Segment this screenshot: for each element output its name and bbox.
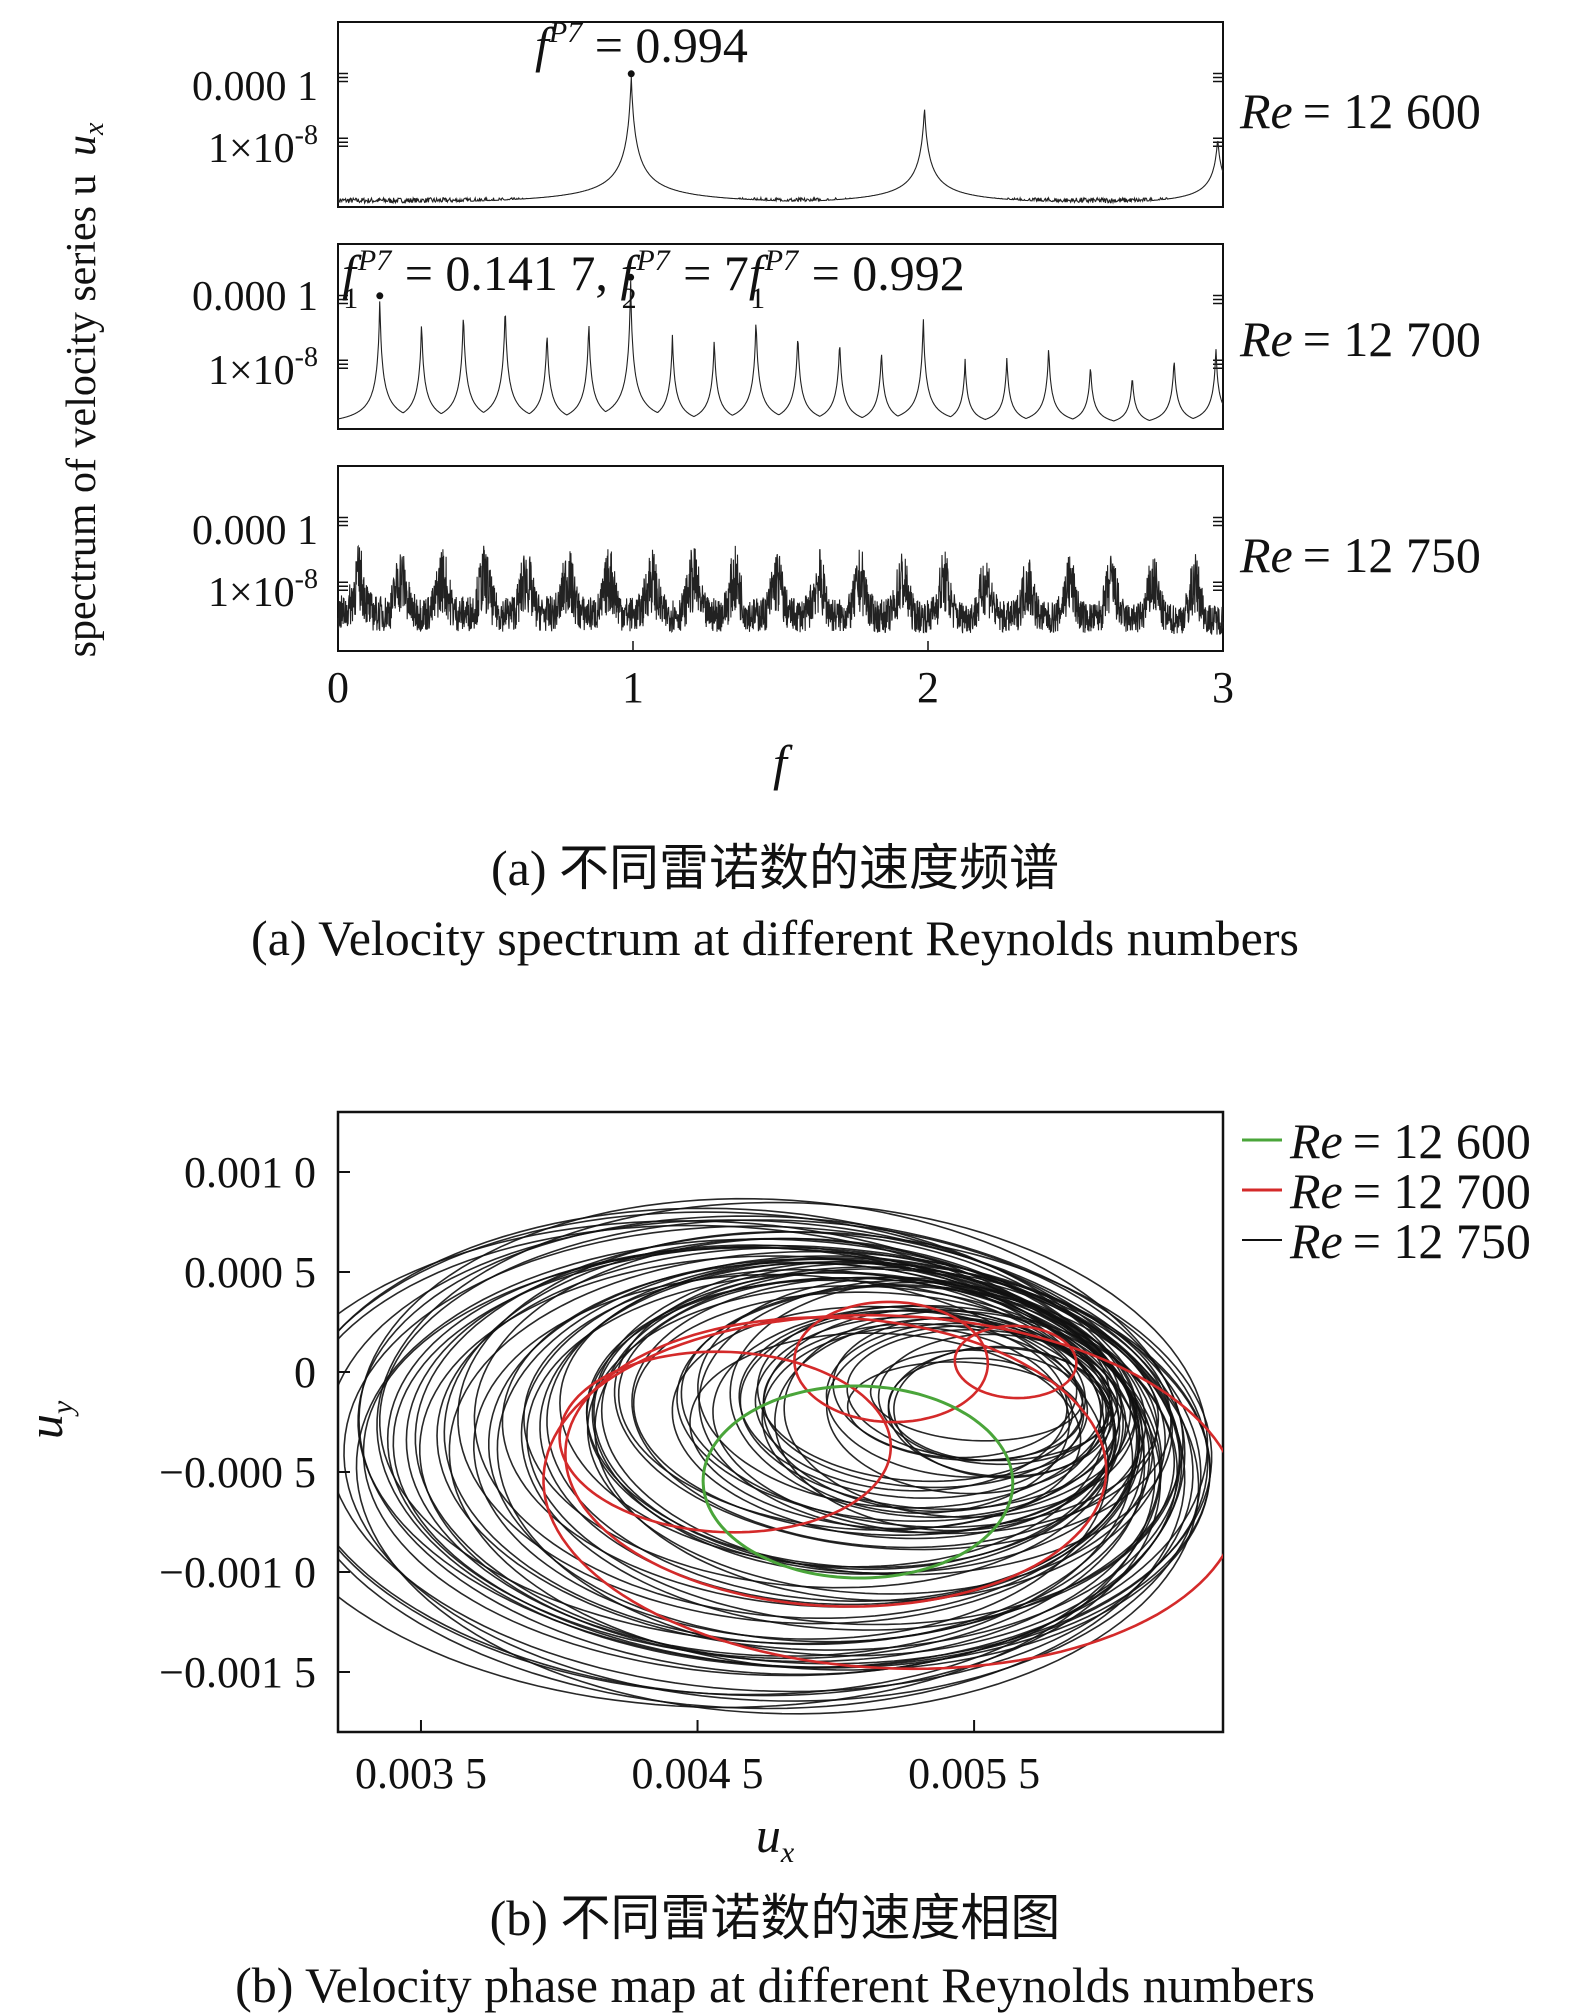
phase-chart: 0.003 5 0.004 5 0.005 5 0.001 0 0.000 5 0 −0.0… xyxy=(17,1110,1531,2013)
spectrum-peak-marker xyxy=(627,70,635,78)
phase-xtick-label: 0.004 5 xyxy=(632,1749,764,1798)
spectrum-traces xyxy=(337,70,1224,651)
spectrum-xtick-0: 0 xyxy=(327,663,349,712)
phase-loop-re-12750 xyxy=(712,1304,1158,1535)
spectrum-panel-2-annotation: fP7 1 = 0.141 7, fP7 2 = 7fP7 1 = 0.992 xyxy=(342,244,965,315)
phase-loop-re-12750 xyxy=(448,1250,1211,1671)
spectrum-panel-1-annotation: fP7 = 0.994 xyxy=(535,16,748,73)
phase-x-axis-label: ux xyxy=(756,1807,795,1869)
spectrum-peak-marker xyxy=(376,292,384,300)
phase-loop-re-12700 xyxy=(564,1316,1108,1608)
spectrum-panel-1-frame xyxy=(337,21,1224,208)
spectrum-xtick-3: 3 xyxy=(1212,663,1234,712)
phase-ytick-label: −0.001 0 xyxy=(159,1548,316,1597)
spectrum-panel-2-frame xyxy=(337,243,1224,430)
spectrum-panel-1-re-label: Re = 12 600 xyxy=(1239,83,1481,139)
legend-label-re-12750: Re = 12 750 xyxy=(1289,1213,1531,1269)
phase-loop-re-12750 xyxy=(832,1316,1078,1459)
spectrum-panel-3-ytick-high: 0.000 1 xyxy=(192,508,318,554)
spectrum-panel-2-re-label: Re = 12 700 xyxy=(1239,311,1481,367)
phase-loop-re-12750 xyxy=(591,1260,1124,1575)
phase-loop-re-12600 xyxy=(701,1384,1015,1580)
spectrum-trace-3 xyxy=(337,544,1224,635)
phase-loop-re-12700 xyxy=(953,1324,1078,1400)
phase-y-axis-label: uy xyxy=(17,1400,79,1439)
svg-text:uy: uy xyxy=(17,1400,79,1439)
phase-loop-re-12750 xyxy=(457,1230,1144,1625)
phase-loop-re-12750 xyxy=(520,1257,1181,1631)
spectrum-peak-marker xyxy=(627,273,635,281)
phase-loop-re-12700 xyxy=(558,1350,893,1534)
spectrum-panel-1-ytick-low: 1×10-8 xyxy=(208,120,318,172)
spectrum-panel-3-re-label: Re = 12 750 xyxy=(1239,527,1481,583)
phase-loop-re-12750 xyxy=(594,1268,1166,1602)
spectrum-caption-en: (a) Velocity spectrum at different Reyno… xyxy=(251,910,1299,966)
phase-loop-re-12750 xyxy=(338,1220,1156,1709)
spectrum-x-axis-label: f xyxy=(773,735,793,791)
phase-loop-re-12700 xyxy=(793,1300,990,1424)
phase-legend: Re = 12 600 Re = 12 700 Re = 12 750 xyxy=(1242,1113,1531,1269)
phase-loop-re-12750 xyxy=(689,1332,1082,1530)
phase-loop-re-12750 xyxy=(869,1349,1084,1442)
phase-loop-re-12750 xyxy=(729,1281,1123,1519)
spectrum-xtick-2: 2 xyxy=(917,663,939,712)
phase-loop-re-12700 xyxy=(542,1313,1223,1671)
spectrum-trace-2 xyxy=(337,280,1224,422)
phase-loop-re-12750 xyxy=(338,1219,1194,1693)
phase-ytick-label: 0 xyxy=(294,1348,316,1397)
phase-ticks: 0.003 5 0.004 5 0.005 5 0.001 0 0.000 5 0 −0.0… xyxy=(159,1148,1040,1798)
legend-label-re-12600: Re = 12 600 xyxy=(1289,1113,1531,1169)
phase-loop-re-12750 xyxy=(343,1225,1202,1702)
phase-loop-re-12750 xyxy=(613,1262,1172,1551)
spectrum-chart: spectrum of velocity series u ux 0.000 1… xyxy=(59,16,1481,966)
phase-loop-re-12750 xyxy=(877,1333,1113,1466)
phase-ytick-label: −0.000 5 xyxy=(159,1448,316,1497)
phase-traces xyxy=(338,1197,1223,1715)
phase-loop-re-12750 xyxy=(893,1345,1110,1479)
phase-loop-re-12750 xyxy=(762,1323,1089,1489)
spectrum-panel-2-ytick-low: 1×10-8 xyxy=(208,342,318,394)
spectrum-panel-1-ytick-high: 0.000 1 xyxy=(192,64,318,110)
spectrum-panel-3-frame xyxy=(337,465,1224,652)
phase-loop-re-12750 xyxy=(376,1201,1209,1669)
phase-caption-cn: (b) 不同雷诺数的速度相图 xyxy=(490,1890,1061,1946)
spectrum-y-axis-label: spectrum of velocity series u ux xyxy=(59,122,110,657)
phase-loop-re-12750 xyxy=(355,1238,1200,1715)
phase-loop-re-12750 xyxy=(357,1215,1209,1668)
phase-loop-re-12750 xyxy=(697,1276,1111,1509)
spectrum-panel-2-ytick-high: 0.000 1 xyxy=(192,274,318,320)
phase-loop-re-12750 xyxy=(754,1316,1068,1492)
spectrum-xtick-1: 1 xyxy=(622,663,644,712)
phase-xtick-label: 0.005 5 xyxy=(908,1749,1040,1798)
legend-label-re-12700: Re = 12 700 xyxy=(1289,1163,1531,1219)
phase-xtick-label: 0.003 5 xyxy=(355,1749,487,1798)
phase-caption-en: (b) Velocity phase map at different Reyn… xyxy=(235,1957,1315,2013)
spectrum-panel-3-ytick-low: 1×10-8 xyxy=(208,564,318,616)
phase-loop-re-12750 xyxy=(526,1272,1175,1626)
phase-ytick-label: 0.000 5 xyxy=(184,1248,316,1297)
spectrum-caption-cn: (a) 不同雷诺数的速度频谱 xyxy=(491,840,1059,896)
svg-text:spectrum of velocity series u: spectrum of velocity series u ux xyxy=(59,122,110,657)
spectrum-trace-1 xyxy=(337,76,1224,205)
phase-loop-re-12750 xyxy=(600,1266,1174,1576)
phase-ytick-label: 0.001 0 xyxy=(184,1148,316,1197)
phase-ytick-label: −0.001 5 xyxy=(159,1648,316,1697)
